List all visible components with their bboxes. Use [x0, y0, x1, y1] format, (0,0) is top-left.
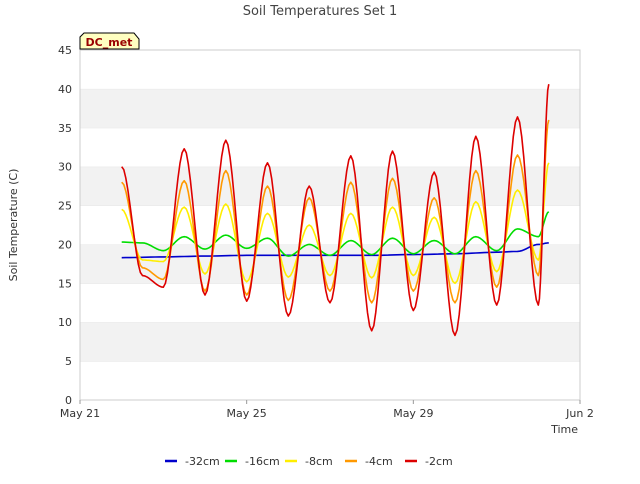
legend: -32cm -16cm -8cm -4cm -2cm [165, 455, 453, 468]
grid-band [80, 244, 580, 284]
series-layer [121, 84, 550, 337]
legend-label--16cm: -16cm [245, 455, 280, 468]
badge-shape [79, 32, 140, 50]
y-tick-label: 40 [58, 83, 72, 96]
badge-label: DC_met [86, 36, 133, 49]
y-tick-label: 10 [58, 316, 72, 329]
grid-band [80, 205, 580, 245]
chart-title: Soil Temperatures Set 1 [243, 4, 398, 19]
y-tick-label: 15 [58, 277, 72, 290]
grid-band [80, 361, 580, 400]
y-axis: 0 5 10 15 20 25 30 35 40 45 [58, 44, 72, 407]
y-tick-label: 35 [58, 122, 72, 135]
y-tick-label: 0 [65, 394, 72, 407]
plot-frame [79, 49, 581, 401]
legend-label--32cm: -32cm [185, 455, 220, 468]
y-axis-label: Soil Temperature (C) [7, 169, 20, 282]
x-axis: May 21 May 25 May 29 Jun 2 [60, 400, 594, 420]
legend-label--8cm: -8cm [305, 455, 333, 468]
y-tick-label: 45 [58, 44, 72, 57]
x-axis-label: Time [550, 423, 578, 436]
y-tick-label: 20 [58, 238, 72, 251]
grid-band [80, 88, 580, 128]
y-tick-label: 30 [58, 161, 72, 174]
dc-met-badge: DC_met [79, 32, 140, 50]
x-tick-label: May 21 [60, 407, 100, 420]
series-line--2cm [121, 84, 550, 337]
grid-band [80, 166, 580, 206]
x-tick-label: May 25 [227, 407, 267, 420]
background-bands [80, 49, 580, 400]
grid-band [80, 50, 580, 89]
y-tick-label: 25 [58, 200, 72, 213]
legend-label--2cm: -2cm [425, 455, 453, 468]
x-tick-label: Jun 2 [565, 407, 594, 420]
x-tick-label: May 29 [393, 407, 433, 420]
y-tick-label: 5 [65, 355, 72, 368]
grid-band [80, 322, 580, 362]
legend-label--4cm: -4cm [365, 455, 393, 468]
grid-band [80, 127, 580, 167]
